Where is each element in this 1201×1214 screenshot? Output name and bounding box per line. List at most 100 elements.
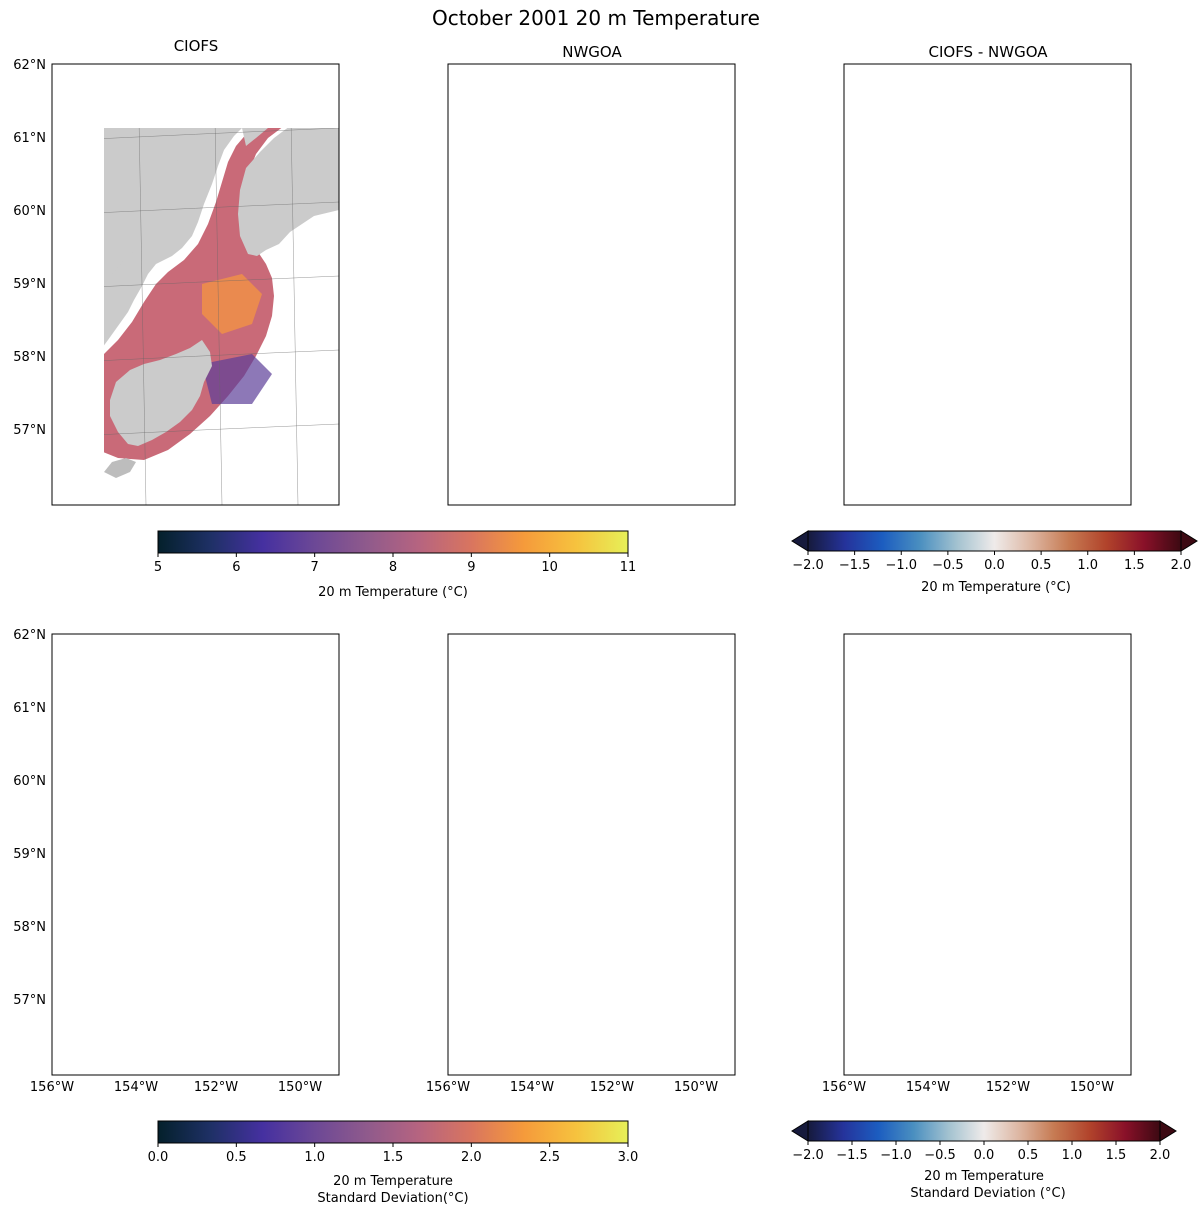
water-field	[448, 690, 735, 1075]
graticule-lon	[138, 634, 146, 1075]
graticule-lat	[448, 350, 735, 363]
lat-tick-label: 58°N	[13, 920, 46, 935]
colorbar-temperature: 20 m Temperature (°C) 5 6 7 8 9 10 11	[154, 530, 637, 600]
graticule-lat	[448, 624, 735, 637]
neutral-patch	[964, 254, 1054, 304]
colorbar-tick-label: 2.0	[1150, 1148, 1171, 1163]
land-island	[902, 340, 1004, 446]
axes-frame	[51, 63, 340, 506]
lat-tick-label: 60°N	[13, 204, 46, 219]
land-island	[902, 910, 1004, 1016]
graticule-lat	[448, 424, 735, 437]
graticule-lat	[448, 128, 735, 141]
graticule-lon	[290, 634, 298, 1075]
land-peninsula	[448, 64, 648, 340]
axes-frame	[843, 633, 1132, 1076]
graticule-lon	[930, 634, 938, 1075]
colorbar-extend-low	[791, 530, 809, 552]
colorbar-tick-label: 1.5	[1106, 1148, 1127, 1163]
graticule-lat	[52, 994, 339, 1007]
panel-nwgoa-std: 156°W 154°W 152°W 150°W	[426, 624, 736, 1095]
map-background	[448, 64, 735, 505]
colorbar-std-difference: 20 m Temperature Standard Deviation (°C)…	[791, 1120, 1177, 1201]
graticule-lat	[52, 624, 339, 637]
lat-tick-label: 61°N	[13, 131, 46, 146]
graticule-lat	[52, 772, 339, 785]
land-mainland	[448, 64, 735, 394]
negative-patch	[1004, 334, 1064, 404]
panel-nwgoa-mean: NWGOA	[447, 43, 736, 506]
map-area	[52, 624, 339, 1075]
land-island-small	[500, 1028, 532, 1048]
graticule-lat	[844, 202, 1131, 215]
colorbar-tick-label: 6	[232, 560, 240, 575]
graticule-lat	[844, 772, 1131, 785]
colorbar-tick-label: −1.5	[839, 558, 871, 573]
graticule-lat	[52, 846, 339, 859]
colorbar-std: 20 m Temperature Standard Deviation(°C) …	[148, 1120, 638, 1206]
colorbar-tick-label: 1.0	[304, 1150, 325, 1165]
water-field	[52, 686, 284, 1030]
colorbar-gradient	[807, 530, 1182, 552]
lon-tick-label: 156°W	[426, 1080, 470, 1095]
high-std-patch	[152, 824, 187, 864]
colorbar-tick-label: −0.5	[932, 558, 964, 573]
panel-title: CIOFS	[174, 37, 219, 55]
high-std-patch	[648, 690, 688, 710]
colorbar-tick-label: 0.5	[226, 1150, 247, 1165]
axes-frame	[51, 633, 340, 1076]
graticule-lon	[534, 64, 542, 505]
colorbar-tick-label: 11	[620, 560, 637, 575]
lon-tick-label: 152°W	[590, 1080, 634, 1095]
colorbar-tick-label: 1.0	[1077, 558, 1098, 573]
lon-tick-label: 152°W	[194, 1080, 238, 1095]
colorbar-tick-label: −1.0	[880, 1148, 912, 1163]
colorbar-tick-label: −0.5	[924, 1148, 956, 1163]
graticule-lon	[534, 634, 542, 1075]
lon-tick-label: 156°W	[822, 1080, 866, 1095]
graticule-lat	[52, 920, 339, 933]
water-field	[448, 120, 735, 505]
land-peninsula	[844, 634, 1044, 910]
land-island	[110, 340, 212, 446]
graticule-lon	[1082, 64, 1090, 505]
map-area	[844, 624, 1131, 1075]
panel-difference-std: 156°W 154°W 152°W 150°W	[822, 624, 1132, 1095]
colorbar-tick-label: 0.0	[148, 1150, 169, 1165]
land-island	[506, 340, 608, 446]
graticule-lat	[52, 54, 339, 67]
lat-tick-label: 62°N	[13, 628, 46, 643]
colorbar-tick-label: 2.0	[1171, 558, 1192, 573]
colorbar-tick-label: 9	[467, 560, 475, 575]
colorbar-extend-low	[791, 1120, 809, 1142]
land-peninsula	[52, 634, 252, 910]
graticule-lon	[610, 64, 618, 505]
colorbar-tick-label: 0.5	[1018, 1148, 1039, 1163]
colorbar-tick-label: 5	[154, 560, 162, 575]
land-island-small	[104, 458, 136, 478]
lon-tick-label: 150°W	[674, 1080, 718, 1095]
graticule-lat	[448, 920, 735, 933]
panel-difference-mean: CIOFS - NWGOA	[843, 43, 1132, 506]
low-std-patch	[52, 894, 132, 974]
lat-tick-label: 62°N	[13, 58, 46, 73]
graticule-lon	[1082, 634, 1090, 1075]
land-mainland	[52, 634, 339, 964]
lat-tick-label: 59°N	[13, 277, 46, 292]
colorbar-gradient	[807, 1120, 1161, 1142]
lat-tick-label: 58°N	[13, 350, 46, 365]
lon-tick-label: 154°W	[906, 1080, 950, 1095]
colorbar-tick-label: 0.0	[984, 558, 1005, 573]
colorbar-tick-label: −1.5	[836, 1148, 868, 1163]
colorbar-label: 20 m Temperature (°C)	[318, 585, 468, 600]
land-island	[506, 910, 608, 1016]
colorbar-tick-label: 7	[311, 560, 319, 575]
graticule-lon	[138, 128, 147, 506]
colorbar-tick-label: 10	[541, 560, 558, 575]
colorbar-tick-label: 1.5	[383, 1150, 404, 1165]
axes-frame	[447, 63, 736, 506]
lat-tick-label: 61°N	[13, 701, 46, 716]
graticule-lat	[844, 920, 1131, 933]
graticule-lon	[214, 128, 223, 506]
